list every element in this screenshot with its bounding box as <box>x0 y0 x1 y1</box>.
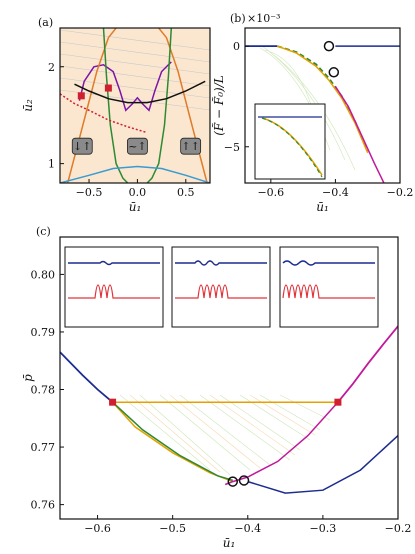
panel-a-decor <box>60 28 210 183</box>
series-line-2-6 <box>224 401 339 486</box>
series-line-0-7 <box>60 165 210 183</box>
y-tick-label-0-0: 1 <box>48 158 55 171</box>
circle-marker-1-0 <box>323 40 335 52</box>
panel-label-a: (a) <box>38 16 53 29</box>
series-line-2-1 <box>337 325 398 403</box>
y-axis-label-2: p̄ <box>21 374 35 382</box>
y-tick-label-0-1: 2 <box>48 61 55 74</box>
y-tick-label-2-3: 0.79 <box>31 326 56 339</box>
y-tick-label-1-1: −5 <box>224 141 240 154</box>
x-tick-label-0-0: −0.5 <box>76 186 103 199</box>
y-axis-label-1: (F̃ − F̃₀)/L <box>211 75 226 136</box>
region-box-0 <box>71 137 93 155</box>
series-line-2-5 <box>112 401 234 482</box>
region-label-2: ↑↑ <box>181 140 199 153</box>
series-line-0-6 <box>60 93 148 134</box>
series-line-0-3 <box>102 28 129 183</box>
point-marker-2-0 <box>109 398 117 406</box>
x-tick-label-1-1: −0.4 <box>322 186 349 199</box>
region-label-0: ↓↑ <box>73 140 91 153</box>
series-line-0-0 <box>78 61 172 112</box>
x-axis-label-2: ū₁ <box>223 536 236 550</box>
region-label-1: ~↑ <box>128 140 146 153</box>
series-line-1-2 <box>277 45 369 154</box>
axes-frame-0 <box>59 27 211 184</box>
circle-marker-1-1 <box>328 67 340 78</box>
y-tick-label-1-0: 0 <box>233 40 240 53</box>
x-tick-label-1-0: −0.6 <box>257 186 284 199</box>
x-tick-label-0-2: 0.5 <box>177 186 195 199</box>
series-line-2-0 <box>60 351 114 403</box>
y-tick-label-2-2: 0.78 <box>31 384 56 397</box>
x-tick-label-2-0: −0.6 <box>84 522 111 535</box>
series-line-2-7 <box>247 435 398 494</box>
series-line-1-3 <box>334 85 385 183</box>
axes-frame-2 <box>59 236 399 520</box>
y-tick-label-2-4: 0.80 <box>31 268 56 281</box>
point-marker-2-1 <box>334 398 342 406</box>
axes-frame-1 <box>244 27 401 184</box>
circle-marker-2-1 <box>238 475 250 486</box>
x-tick-label-2-1: −0.5 <box>159 522 186 535</box>
inset-group <box>64 246 379 328</box>
series-line-0-5 <box>74 80 206 104</box>
y-tick-label-2-0: 0.76 <box>31 499 56 512</box>
point-marker-0-0 <box>77 92 85 100</box>
x-axis-label-1: ū₁ <box>316 200 329 214</box>
inset-b <box>254 103 326 180</box>
x-tick-label-2-2: −0.4 <box>234 522 261 535</box>
point-marker-0-1 <box>104 84 112 92</box>
panel-label-b: (b) <box>230 12 246 25</box>
x-tick-label-2-4: −0.2 <box>385 522 412 535</box>
series-line-1-1 <box>277 45 369 152</box>
y-axis-label-0: ū₂ <box>21 99 35 112</box>
series-line-2-4 <box>112 401 234 483</box>
series-line-0-4 <box>146 28 173 183</box>
x-axis-label-0: ū₁ <box>129 200 142 214</box>
panel-label-c: (c) <box>36 225 51 238</box>
region-box-1 <box>127 137 148 155</box>
circle-marker-2-0 <box>227 476 239 487</box>
panel-c-decor <box>119 394 331 476</box>
y-tick-label-2-1: 0.77 <box>31 441 56 454</box>
x-tick-label-1-2: −0.2 <box>387 186 414 199</box>
scale-label: ×10⁻³ <box>247 12 280 25</box>
region-box-2 <box>180 137 202 155</box>
x-tick-label-0-1: 0.0 <box>129 186 147 199</box>
x-tick-label-2-3: −0.3 <box>310 522 337 535</box>
